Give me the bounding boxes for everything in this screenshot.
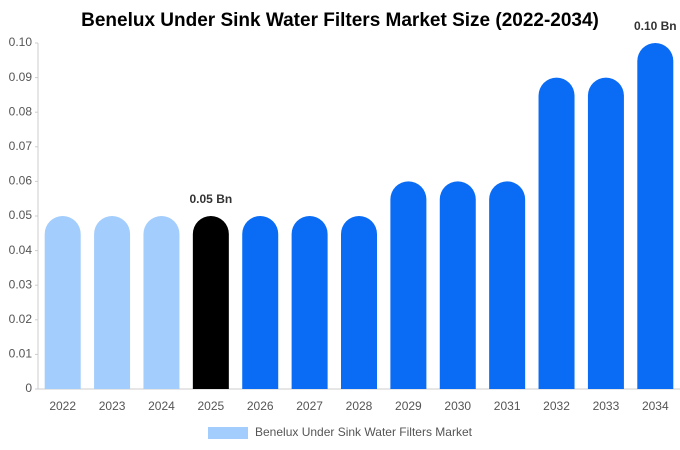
x-tick-label: 2022 bbox=[49, 399, 76, 413]
legend-swatch bbox=[208, 427, 248, 439]
x-tick-label: 2030 bbox=[444, 399, 471, 413]
x-tick-label: 2033 bbox=[593, 399, 620, 413]
y-tick-label: 0 bbox=[25, 381, 32, 395]
y-tick-label: 0.10 bbox=[9, 35, 33, 49]
bar bbox=[242, 216, 279, 389]
x-tick-label: 2028 bbox=[346, 399, 373, 413]
bar bbox=[587, 77, 624, 389]
x-tick-label: 2025 bbox=[197, 399, 224, 413]
bar bbox=[341, 216, 377, 389]
y-tick-label: 0.08 bbox=[9, 104, 33, 118]
x-tick-label: 2024 bbox=[148, 399, 175, 413]
x-tick-label: 2034 bbox=[642, 399, 669, 413]
bar bbox=[439, 181, 476, 389]
y-tick-label: 0.07 bbox=[9, 139, 33, 153]
x-tick-label: 2026 bbox=[247, 399, 274, 413]
legend-label: Benelux Under Sink Water Filters Market bbox=[255, 425, 473, 439]
x-tick-label: 2032 bbox=[543, 399, 570, 413]
bar bbox=[94, 216, 131, 389]
chart-title: Benelux Under Sink Water Filters Market … bbox=[81, 10, 599, 31]
x-tick-label: 2023 bbox=[99, 399, 126, 413]
y-tick-label: 0.02 bbox=[9, 312, 33, 326]
x-tick-label: 2029 bbox=[395, 399, 422, 413]
y-tick-label: 0.04 bbox=[9, 243, 33, 257]
bar bbox=[390, 181, 427, 389]
x-tick-label: 2027 bbox=[296, 399, 323, 413]
bar bbox=[538, 77, 575, 389]
y-tick-label: 0.06 bbox=[9, 174, 33, 188]
bar bbox=[637, 43, 674, 389]
x-tick-label: 2031 bbox=[494, 399, 521, 413]
bar bbox=[44, 216, 81, 389]
bar bbox=[489, 181, 526, 389]
data-label: 0.10 Bn bbox=[634, 19, 677, 33]
y-tick-label: 0.05 bbox=[9, 208, 33, 222]
bar bbox=[143, 216, 180, 389]
y-tick-label: 0.09 bbox=[9, 70, 33, 84]
y-tick-label: 0.03 bbox=[9, 277, 33, 291]
y-tick-label: 0.01 bbox=[9, 347, 33, 361]
bar bbox=[291, 216, 328, 389]
data-label: 0.05 Bn bbox=[190, 192, 233, 206]
bar bbox=[192, 216, 229, 389]
